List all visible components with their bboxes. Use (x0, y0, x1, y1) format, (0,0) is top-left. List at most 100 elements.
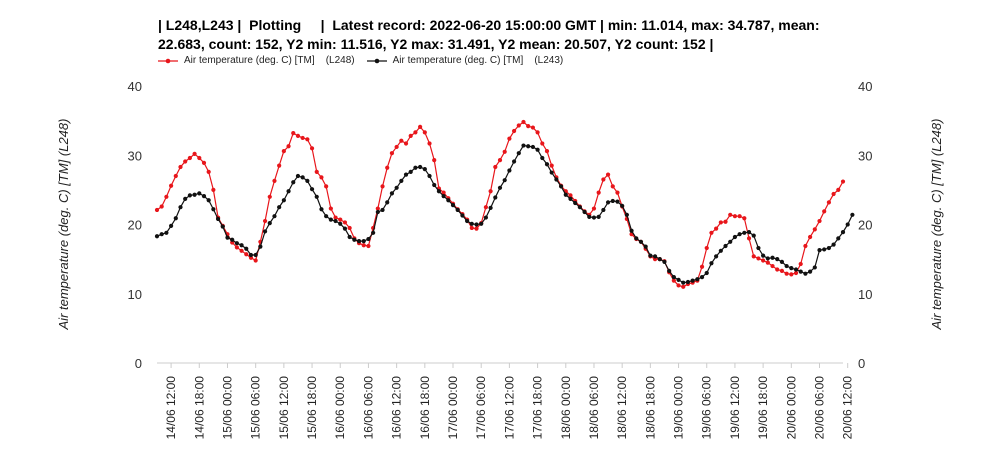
data-point-1[interactable] (770, 255, 775, 260)
data-point-1[interactable] (342, 226, 348, 231)
data-point-0[interactable] (333, 215, 338, 220)
data-point-1[interactable] (610, 198, 615, 204)
data-point-0[interactable] (676, 283, 681, 288)
data-point-0[interactable] (267, 194, 272, 199)
data-point-0[interactable] (300, 135, 305, 141)
data-point-1[interactable] (446, 198, 451, 203)
data-point-1[interactable] (267, 221, 272, 226)
data-point-1[interactable] (742, 230, 747, 235)
data-point-1[interactable] (573, 200, 578, 206)
data-point-1[interactable] (761, 253, 766, 258)
data-point-1[interactable] (601, 207, 606, 213)
data-point-1[interactable] (803, 271, 808, 276)
data-point-0[interactable] (596, 190, 601, 195)
data-point-1[interactable] (497, 185, 503, 190)
data-point-1[interactable] (591, 215, 597, 220)
data-point-0[interactable] (483, 205, 488, 210)
data-point-0[interactable] (342, 220, 348, 225)
data-point-1[interactable] (154, 234, 160, 239)
data-point-0[interactable] (408, 133, 413, 138)
data-point-0[interactable] (422, 130, 427, 135)
data-point-1[interactable] (732, 234, 738, 240)
data-point-0[interactable] (817, 218, 822, 224)
data-point-1[interactable] (657, 257, 662, 262)
data-point-0[interactable] (319, 175, 324, 180)
data-point-0[interactable] (770, 263, 775, 269)
data-point-0[interactable] (385, 165, 390, 170)
data-point-0[interactable] (375, 206, 380, 211)
data-point-1[interactable] (418, 164, 423, 170)
data-point-0[interactable] (441, 190, 446, 195)
data-point-1[interactable] (582, 209, 587, 215)
data-point-1[interactable] (709, 261, 714, 266)
data-point-0[interactable] (671, 278, 676, 283)
data-point-1[interactable] (356, 239, 362, 244)
data-point-1[interactable] (516, 151, 521, 156)
data-point-0[interactable] (394, 144, 399, 150)
data-point-1[interactable] (272, 214, 277, 219)
data-point-1[interactable] (765, 256, 770, 261)
data-point-0[interactable] (277, 163, 282, 168)
data-point-1[interactable] (206, 198, 211, 203)
data-point-0[interactable] (765, 260, 770, 265)
data-point-0[interactable] (610, 184, 615, 189)
data-point-1[interactable] (338, 221, 343, 226)
data-point-1[interactable] (211, 207, 216, 212)
data-point-1[interactable] (192, 192, 197, 197)
data-point-1[interactable] (295, 173, 301, 179)
data-point-1[interactable] (399, 178, 404, 183)
data-point-1[interactable] (319, 207, 324, 212)
data-point-1[interactable] (695, 277, 700, 282)
data-point-0[interactable] (474, 226, 479, 231)
data-point-1[interactable] (544, 162, 550, 167)
data-point-1[interactable] (460, 213, 465, 218)
data-point-0[interactable] (338, 217, 343, 222)
data-point-1[interactable] (441, 194, 446, 199)
data-point-1[interactable] (685, 279, 691, 285)
data-point-1[interactable] (197, 191, 202, 196)
data-point-0[interactable] (192, 151, 197, 156)
data-point-0[interactable] (789, 272, 794, 277)
data-point-1[interactable] (704, 270, 709, 276)
data-point-0[interactable] (822, 209, 827, 214)
data-point-1[interactable] (793, 267, 799, 272)
data-point-0[interactable] (544, 148, 550, 154)
data-point-0[interactable] (309, 146, 315, 151)
data-point-0[interactable] (418, 124, 423, 129)
data-point-1[interactable] (540, 155, 545, 161)
data-point-1[interactable] (474, 222, 479, 227)
data-point-0[interactable] (239, 248, 244, 253)
data-point-0[interactable] (549, 163, 554, 168)
data-point-0[interactable] (615, 190, 620, 195)
data-point-0[interactable] (159, 204, 164, 209)
data-point-1[interactable] (808, 269, 813, 274)
data-point-1[interactable] (314, 194, 319, 199)
data-point-1[interactable] (305, 178, 310, 183)
data-point-1[interactable] (605, 200, 611, 205)
data-point-1[interactable] (465, 218, 470, 224)
data-point-0[interactable] (211, 187, 216, 192)
data-point-1[interactable] (728, 239, 733, 244)
data-point-1[interactable] (568, 196, 573, 201)
data-point-0[interactable] (756, 256, 761, 261)
legend-item-l248[interactable]: Air temperature (deg. C) [TM] (L248) (158, 55, 355, 66)
data-point-1[interactable] (629, 228, 634, 233)
data-point-1[interactable] (789, 266, 794, 271)
data-point-0[interactable] (328, 206, 333, 211)
data-point-0[interactable] (568, 193, 573, 198)
data-point-1[interactable] (380, 207, 385, 213)
data-point-0[interactable] (281, 148, 286, 154)
data-point-1[interactable] (300, 175, 305, 180)
data-point-0[interactable] (798, 261, 803, 267)
data-point-1[interactable] (714, 254, 719, 259)
data-point-0[interactable] (366, 243, 371, 249)
data-point-1[interactable] (798, 269, 803, 274)
data-point-0[interactable] (516, 123, 521, 128)
data-point-0[interactable] (314, 169, 319, 174)
data-point-1[interactable] (577, 205, 582, 210)
data-point-0[interactable] (507, 136, 512, 141)
data-point-1[interactable] (488, 205, 493, 210)
data-point-1[interactable] (643, 244, 648, 249)
data-point-1[interactable] (215, 216, 221, 222)
data-point-1[interactable] (831, 242, 836, 247)
